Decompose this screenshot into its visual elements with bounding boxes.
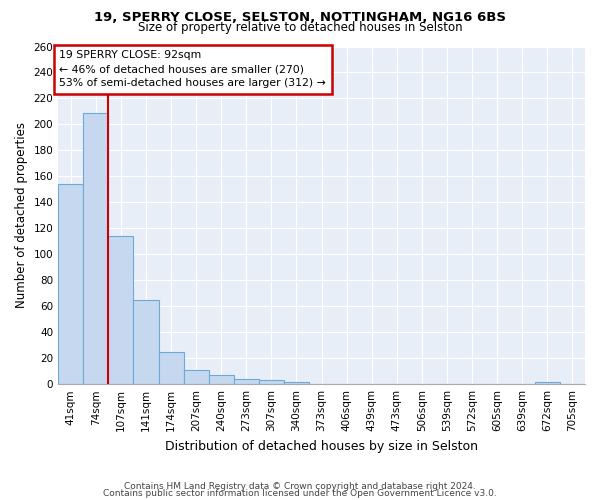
Bar: [109, 236, 133, 384]
Bar: [209, 375, 234, 384]
Text: Contains HM Land Registry data © Crown copyright and database right 2024.: Contains HM Land Registry data © Crown c…: [124, 482, 476, 491]
Bar: [234, 379, 259, 384]
Text: Size of property relative to detached houses in Selston: Size of property relative to detached ho…: [137, 22, 463, 35]
Bar: [535, 382, 560, 384]
X-axis label: Distribution of detached houses by size in Selston: Distribution of detached houses by size …: [165, 440, 478, 452]
Bar: [259, 380, 284, 384]
Text: Contains public sector information licensed under the Open Government Licence v3: Contains public sector information licen…: [103, 490, 497, 498]
Text: 19, SPERRY CLOSE, SELSTON, NOTTINGHAM, NG16 6BS: 19, SPERRY CLOSE, SELSTON, NOTTINGHAM, N…: [94, 11, 506, 24]
Bar: [83, 112, 109, 384]
Text: 19 SPERRY CLOSE: 92sqm
← 46% of detached houses are smaller (270)
53% of semi-de: 19 SPERRY CLOSE: 92sqm ← 46% of detached…: [59, 50, 326, 88]
Bar: [133, 300, 158, 384]
Y-axis label: Number of detached properties: Number of detached properties: [15, 122, 28, 308]
Bar: [184, 370, 209, 384]
Bar: [158, 352, 184, 384]
Bar: [284, 382, 309, 384]
Bar: [58, 184, 83, 384]
